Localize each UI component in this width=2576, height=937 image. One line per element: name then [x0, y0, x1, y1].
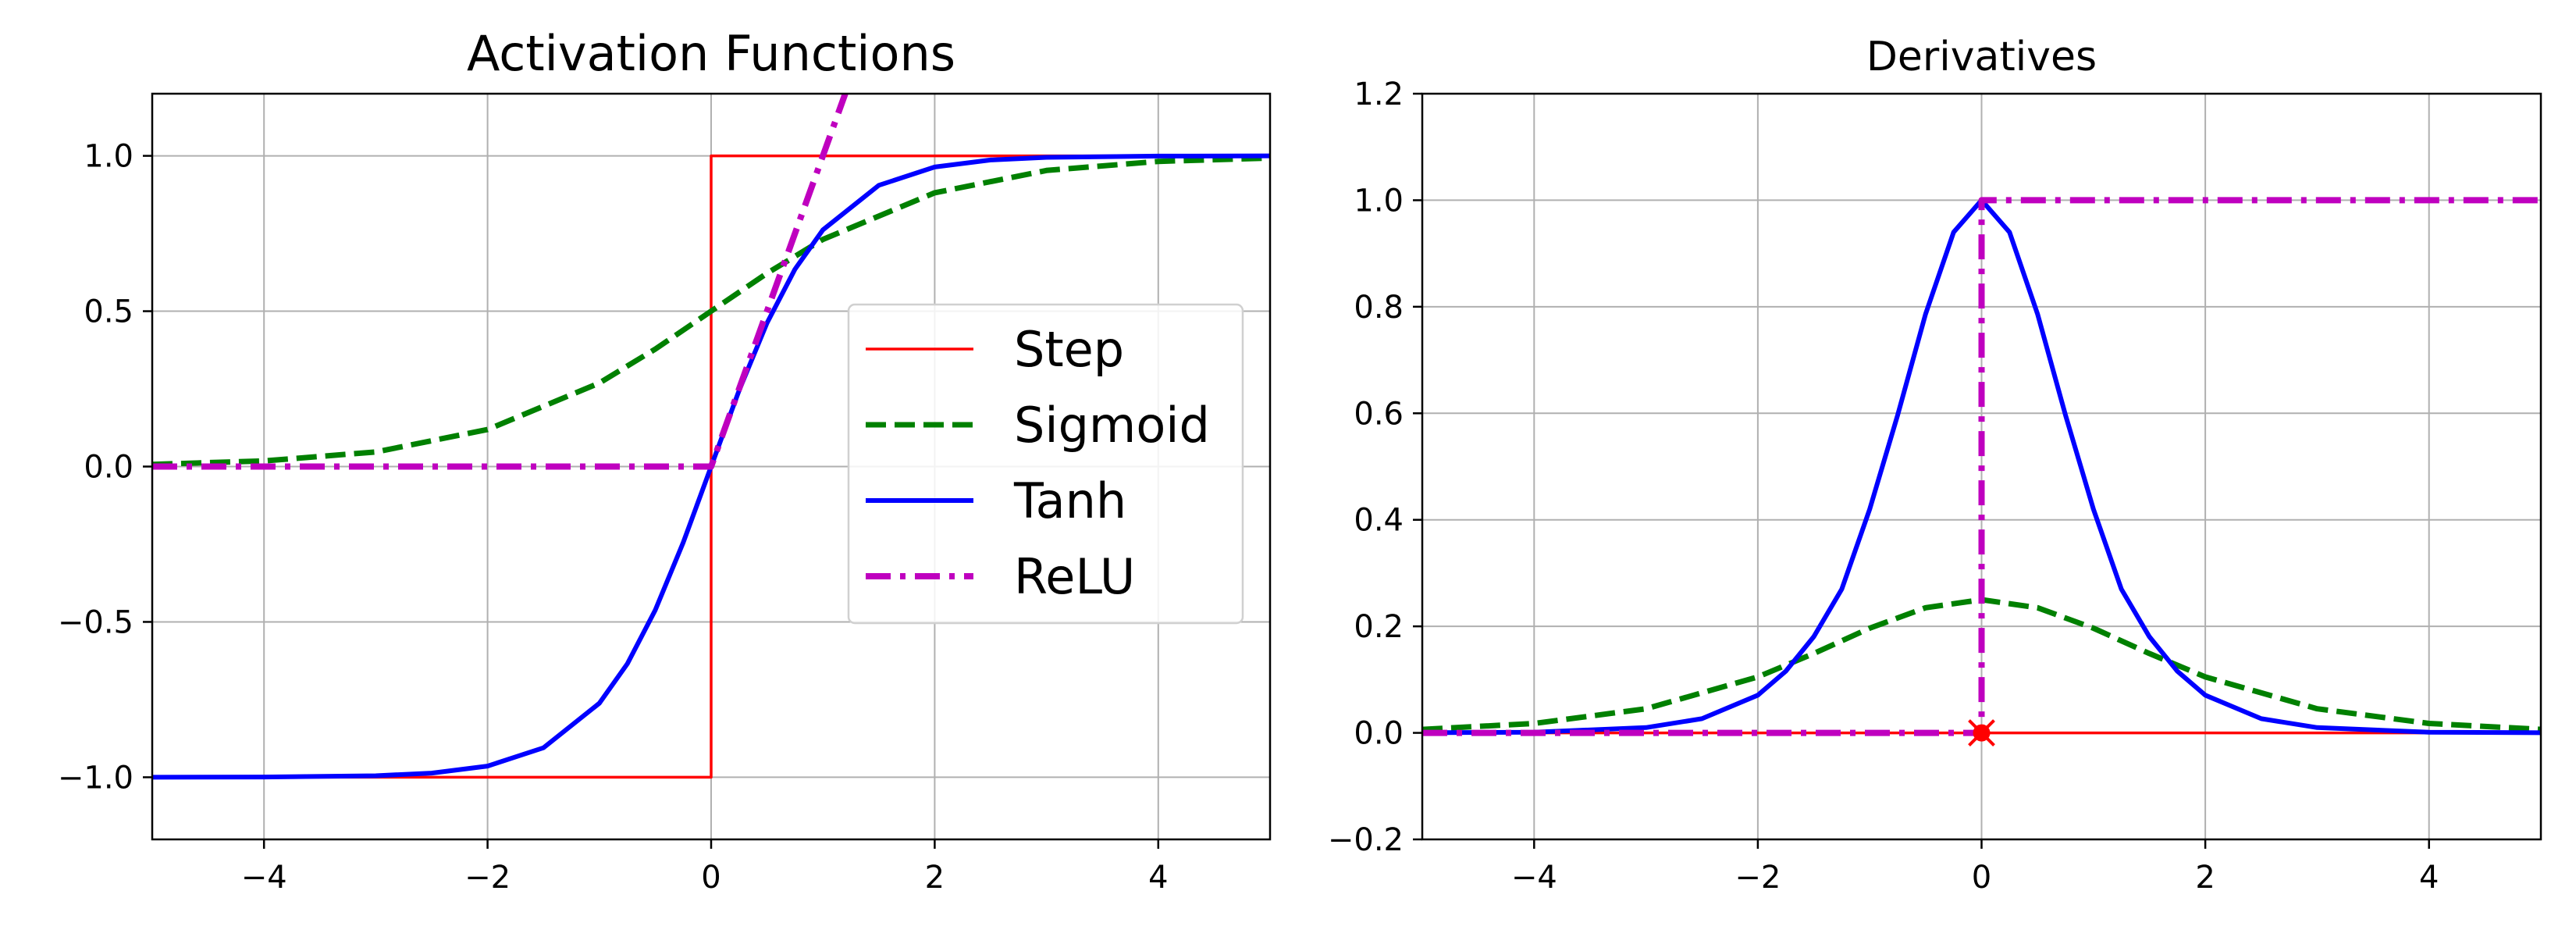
derivatives-x-tick-label: −4 — [1511, 860, 1557, 896]
activation-functions-panel: −4 −2 0 2 4 −1.0 −0.5 0.0 0.5 1.0 Activation Funct… — [58, 25, 1272, 896]
legend-label-step: Step — [1014, 321, 1124, 378]
derivatives-y-tick-label: 0.6 — [1354, 396, 1404, 432]
derivatives-x-tick-label: −2 — [1735, 860, 1781, 896]
derivatives-x-tick-label: 0 — [1972, 860, 1991, 896]
derivatives-y-tick-label: 0.4 — [1354, 503, 1404, 539]
activation-functions-legend: Step Sigmoid Tanh ReLU — [847, 303, 1244, 625]
activation-functions-x-tick-label: −2 — [464, 860, 511, 896]
legend-box — [847, 303, 1244, 625]
activation-functions-series-sigmoid — [152, 155, 1270, 468]
activation-functions-y-tick-label: 1.0 — [84, 139, 133, 175]
activation-functions-x-tick-label: −4 — [241, 860, 287, 896]
activation-functions-y-tick-label: −1.0 — [58, 760, 133, 796]
activation-functions-x-tick-label: 2 — [925, 860, 945, 896]
legend-label-tanh: Tanh — [1013, 472, 1126, 529]
derivatives-panel: −4 −2 0 2 4 −0.2 0.0 0.2 0.4 0.6 0.8 1.0 1.2 Derivati… — [1328, 34, 2542, 896]
activation-functions-y-tick-label: 0.0 — [84, 450, 133, 486]
activation-functions-y-tick-label: 0.5 — [84, 294, 133, 330]
activation-functions-x-tick-label: 0 — [701, 860, 720, 896]
activation-functions-series-relu — [152, 94, 849, 470]
derivatives-y-tick-label: −0.2 — [1328, 822, 1404, 858]
derivatives-y-tick-label: 1.2 — [1354, 77, 1404, 112]
derivatives-x-tick-label: 4 — [2419, 860, 2439, 896]
derivatives-series-relu — [1422, 197, 2541, 736]
derivatives-title: Derivatives — [1866, 34, 2097, 80]
activation-functions-x-tick-label: 4 — [1148, 860, 1168, 896]
derivatives-y-tick-label: 0.8 — [1354, 290, 1404, 326]
derivatives-x-tick-label: 2 — [2195, 860, 2215, 896]
derivatives-y-tick-label: 1.0 — [1354, 183, 1404, 219]
derivatives-marker — [1968, 719, 1995, 746]
legend-label-relu: ReLU — [1014, 548, 1135, 605]
activation-functions-y-tick-label: −0.5 — [58, 604, 133, 640]
derivatives-y-tick-label: 0.2 — [1354, 609, 1404, 645]
activation-functions-title: Activation Functions — [467, 25, 955, 82]
legend-label-sigmoid: Sigmoid — [1014, 397, 1210, 454]
derivatives-y-tick-label: 0.0 — [1354, 716, 1404, 752]
